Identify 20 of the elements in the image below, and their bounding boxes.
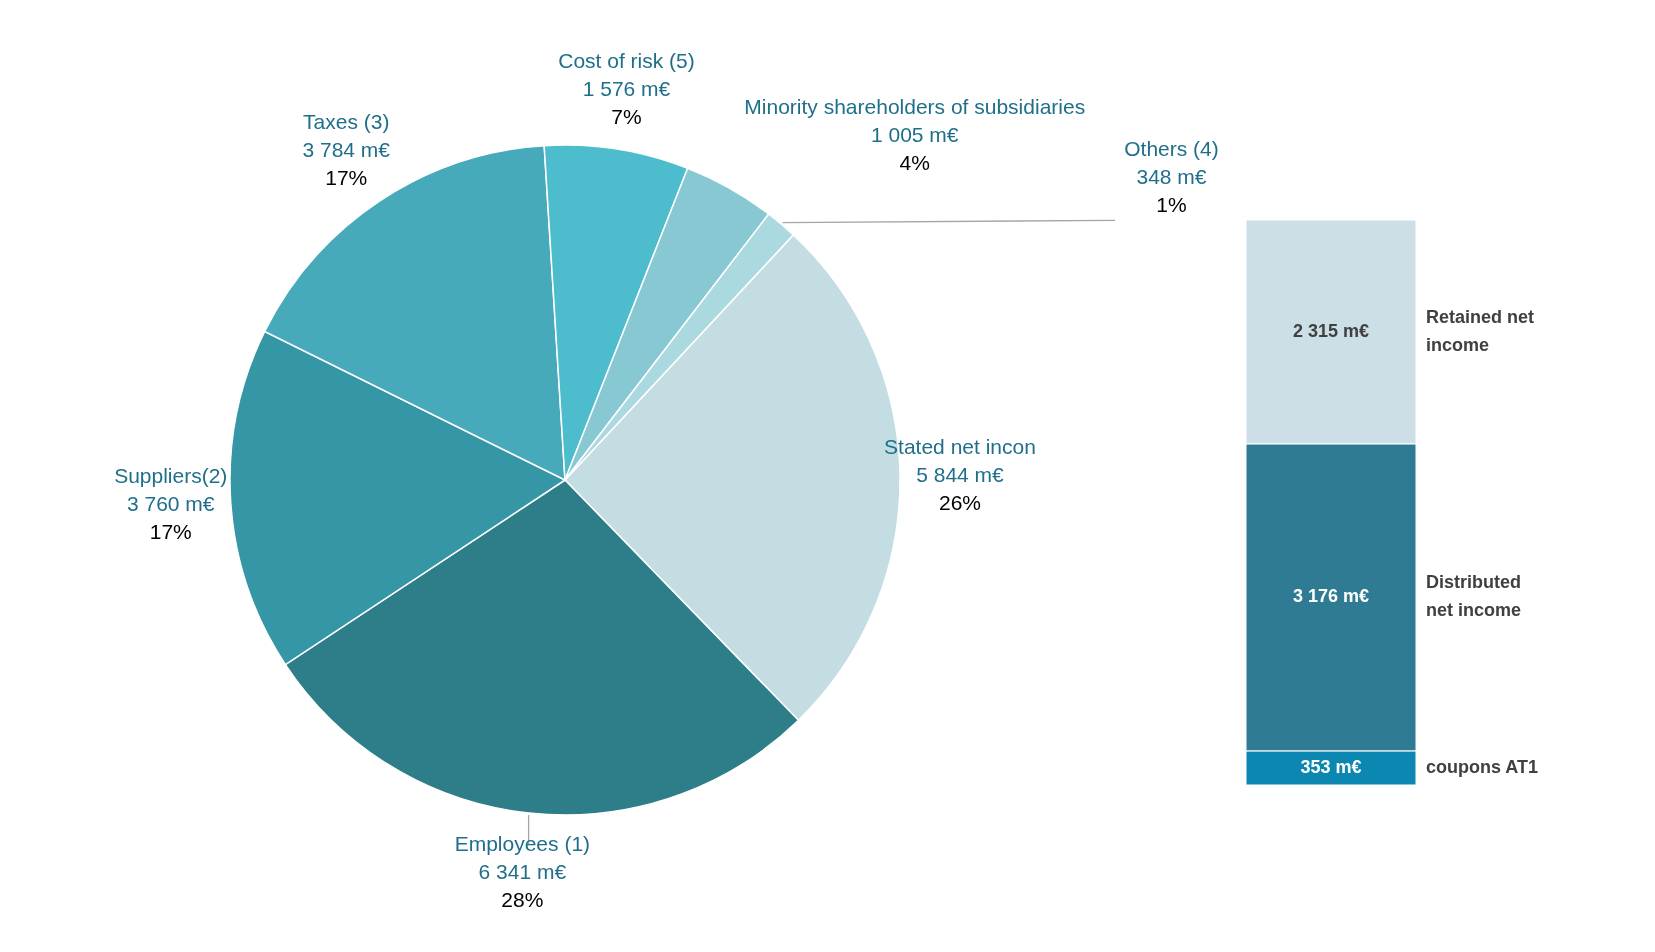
slice-label: Cost of risk (5) <box>558 48 695 72</box>
data-label: 2 315 m€ <box>1292 320 1370 341</box>
data-label: 6 341 m€ 28% <box>478 859 567 911</box>
data-label: 348 m€ 1% <box>1136 165 1207 217</box>
series-label: Retained net income <box>1426 306 1535 355</box>
slice-label: Suppliers(2) <box>114 463 228 487</box>
data-label: 5 844 m€ 26% <box>916 462 1005 514</box>
data-label: 3 784 m€ 17% <box>302 138 391 190</box>
data-label: 353 m€ <box>1300 756 1362 777</box>
slice-label: Others (4) <box>1124 137 1219 161</box>
slice-label: Minority shareholders of subsidiaries <box>744 95 1086 119</box>
series-label: coupons AT1 <box>1426 756 1538 777</box>
series-label: Distributed net income <box>1426 572 1522 621</box>
data-label: 1 005 m€ 4% <box>870 123 959 175</box>
slice-label: Stated net incon <box>884 434 1036 458</box>
slice-label: Employees (1) <box>454 831 591 855</box>
data-label: 3 760 m€ 17% <box>126 491 215 543</box>
slice-label: Taxes (3) <box>303 110 390 134</box>
data-label: 1 576 m€ 7% <box>582 76 671 128</box>
data-label: 3 176 m€ <box>1292 586 1370 607</box>
